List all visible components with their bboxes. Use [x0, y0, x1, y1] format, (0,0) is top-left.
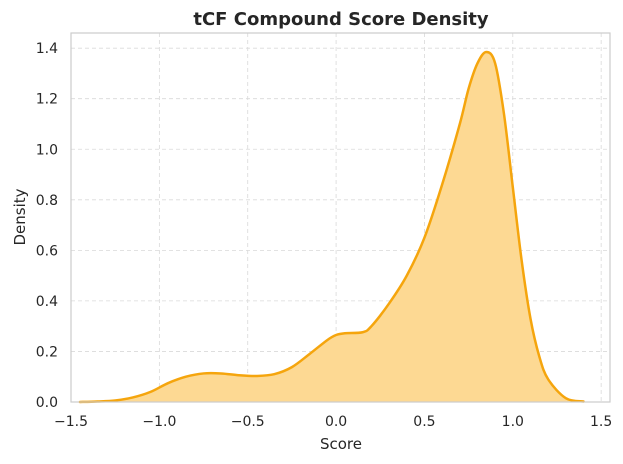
x-tick-label: 1.0 [502, 414, 524, 430]
y-tick-label: 0.0 [36, 395, 58, 411]
y-tick-label: 1.2 [36, 92, 58, 108]
x-tick-label: −0.5 [231, 414, 265, 430]
chart-title: tCF Compound Score Density [193, 9, 489, 30]
y-tick-label: 1.4 [36, 41, 58, 57]
y-tick-label: 0.2 [36, 344, 58, 360]
density-curve [78, 50, 585, 404]
x-tick-label: −1.5 [54, 414, 88, 430]
y-tick-label: 0.6 [36, 243, 58, 259]
x-tick-label: 0.5 [413, 414, 435, 430]
plot-frame [70, 32, 611, 403]
y-tick-label: 0.4 [36, 294, 58, 310]
x-axis-label: Score [320, 435, 362, 453]
x-axis-ticks: −1.5 −1.0 −0.5 0.0 0.5 1.0 1.5 [54, 414, 612, 430]
x-tick-label: −1.0 [142, 414, 176, 430]
y-axis-label: Density [11, 188, 29, 245]
y-tick-label: 0.8 [36, 193, 58, 209]
y-tick-label: 1.0 [36, 142, 58, 158]
x-tick-label: 1.5 [590, 414, 612, 430]
x-tick-label: 0.0 [325, 414, 347, 430]
density-area-fill [79, 51, 584, 403]
y-axis-ticks: 0.0 0.2 0.4 0.6 0.8 1.0 1.2 1.4 [36, 41, 58, 411]
